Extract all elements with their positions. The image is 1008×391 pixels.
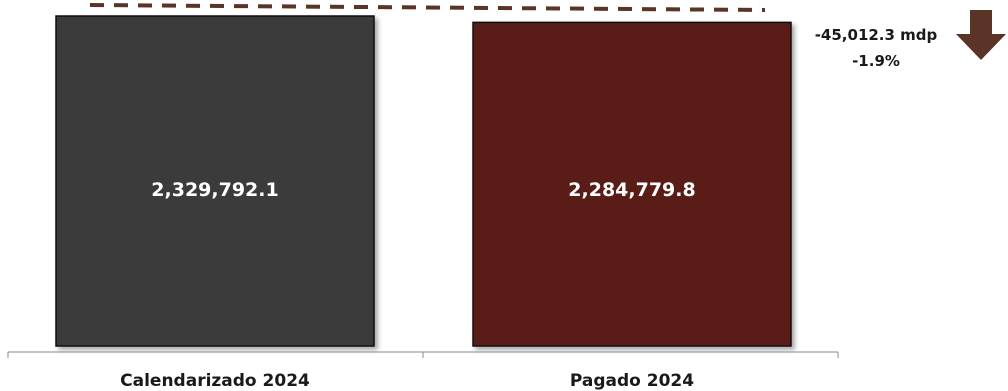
bar-value-label: 2,284,779.8 — [568, 179, 695, 201]
percent-label: -1.9% — [852, 52, 900, 70]
bar-value-label: 2,329,792.1 — [151, 179, 278, 201]
bar-2 — [472, 21, 792, 347]
bar-1 — [55, 15, 375, 347]
difference-label: -45,012.3 mdp — [815, 26, 938, 44]
bars-group — [55, 15, 792, 347]
down-arrow-icon — [956, 10, 1006, 60]
labels-group: 2,329,792.1 Calendarizado 2024 2,284,779.8… — [120, 179, 696, 391]
reference-dashed-line — [89, 3, 766, 12]
category-label: Calendarizado 2024 — [120, 371, 310, 391]
category-label: Pagado 2024 — [570, 371, 694, 391]
